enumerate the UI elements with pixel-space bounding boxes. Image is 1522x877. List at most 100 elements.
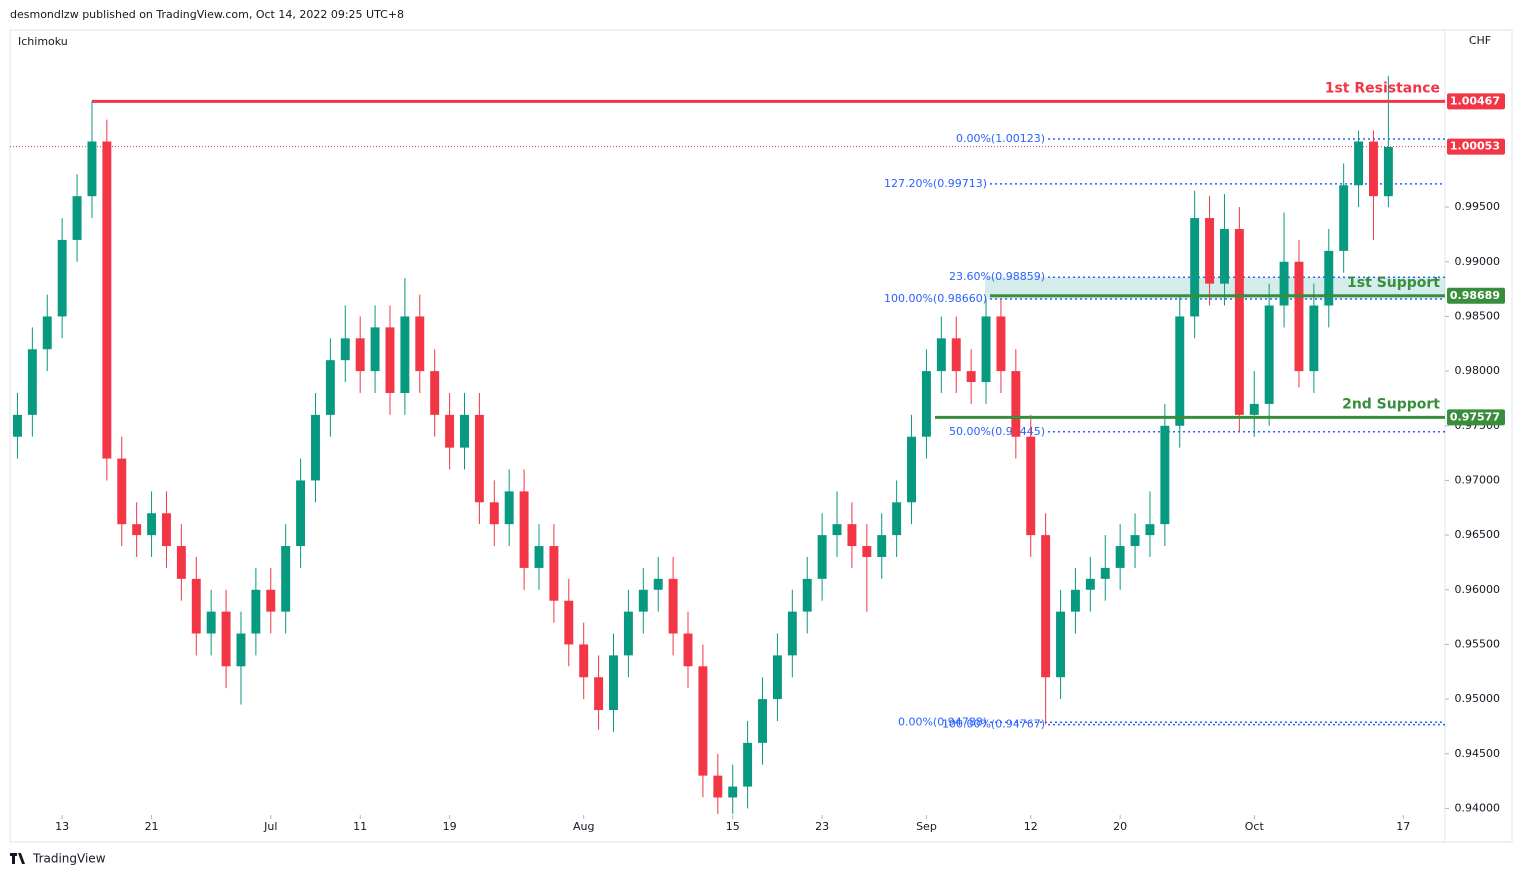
candle-body [176,546,186,579]
candle-body [817,535,827,579]
candle-body [1100,567,1110,579]
y-tick-label: 0.95000 [1455,692,1501,705]
fib-label: 100.00%(0.98660) [884,292,987,305]
candle-body [385,327,395,393]
candle-body [355,338,365,372]
price-tag-label: 0.98689 [1450,289,1500,302]
candle-body [1294,261,1304,372]
candle-body [1279,261,1289,306]
candle-body [1219,228,1229,284]
currency: CHF [1469,34,1491,47]
candle-body [1115,546,1125,568]
candle-body [1234,228,1244,415]
level-name: 1st Resistance [1325,80,1440,96]
candle-body [579,644,589,678]
candle-body [161,513,171,547]
x-tick-label: Sep [916,820,937,833]
candle-body [787,611,797,656]
candle-body [12,414,22,437]
candle-body [87,141,97,197]
candle-body [996,316,1006,372]
candle-body [713,775,723,798]
candle-body [311,414,320,481]
x-tick-label: 13 [55,820,69,833]
price-tag-label: 1.00053 [1450,140,1500,153]
brand: TradingView [32,852,106,866]
candle-body [474,414,484,503]
candle-body [236,633,246,667]
candle-body [623,611,633,656]
candle-body [653,578,663,590]
candle-body [1160,425,1170,525]
candle-body [847,524,857,547]
candle-body [489,502,499,525]
candle-body [1175,316,1185,426]
fib-label: 0.00%(0.94788) [898,715,987,728]
candle-body [921,371,931,437]
price-tag [1447,287,1505,304]
y-tick-label: 0.99000 [1455,255,1501,268]
candle-body [1324,250,1334,306]
candle-body [698,666,708,776]
candle-body [1056,611,1066,678]
candle-body [1249,403,1259,415]
level-name: 1st Support [1347,275,1440,291]
brand-logo [10,853,25,864]
candle-body [1369,141,1378,197]
candle-body [117,458,127,525]
x-tick-label: 19 [443,820,457,833]
candle-body [1309,305,1319,372]
candle-body [564,600,574,645]
candle-body [549,546,559,601]
candle-body [1354,141,1364,186]
candle-body [668,578,678,634]
candle-body [206,611,216,634]
candle-body [1190,218,1200,317]
header: desmondlzw published on TradingView.com,… [10,8,404,21]
candle-body [966,371,976,383]
candle-body [907,436,917,503]
candle-body [534,546,544,568]
fib-label: 23.60%(0.98859) [949,270,1045,283]
fib-label: 50.00%(0.97445) [949,425,1045,438]
candle-body [57,239,67,317]
candle-body [266,589,276,612]
candle-body [1339,185,1349,251]
candle-body [951,338,961,372]
price-tag [1447,409,1505,426]
x-tick-label: 23 [815,820,829,833]
candle-body [281,546,291,612]
candle-body [802,578,812,612]
candle-body [609,655,618,711]
indicator-name: Ichimoku [18,35,68,48]
candle-body [1145,524,1155,536]
x-tick-label: 12 [1024,820,1038,833]
x-tick-label: Aug [573,820,594,833]
candle-body [72,196,82,240]
x-tick-label: 17 [1396,820,1410,833]
candle-body [1041,535,1051,678]
y-tick-label: 0.98500 [1455,309,1501,322]
x-tick-label: 20 [1113,820,1127,833]
y-tick-label: 0.95500 [1455,637,1501,650]
fib-label: 0.00%(1.00123) [956,132,1045,145]
fib-label: 100.00%(0.94767) [942,718,1045,731]
candle-body [191,578,201,634]
candle-body [1205,218,1215,284]
price-tag-label: 0.97577 [1450,410,1500,423]
fib-label: 127.20%(0.99713) [884,177,987,190]
candle-body [370,327,380,372]
candle-body [1011,371,1021,437]
candle-body [728,786,738,798]
frame [9,29,1513,843]
x-tick-label: 15 [726,820,740,833]
price-tag-label: 1.00467 [1450,94,1500,107]
y-tick-label: 0.98000 [1455,364,1501,377]
price-tag [1447,93,1505,110]
candle-body [594,677,604,711]
candle-body [27,349,37,415]
candle-body [1085,578,1095,590]
price-tag [1447,138,1505,155]
x-tick-label: 11 [353,820,367,833]
